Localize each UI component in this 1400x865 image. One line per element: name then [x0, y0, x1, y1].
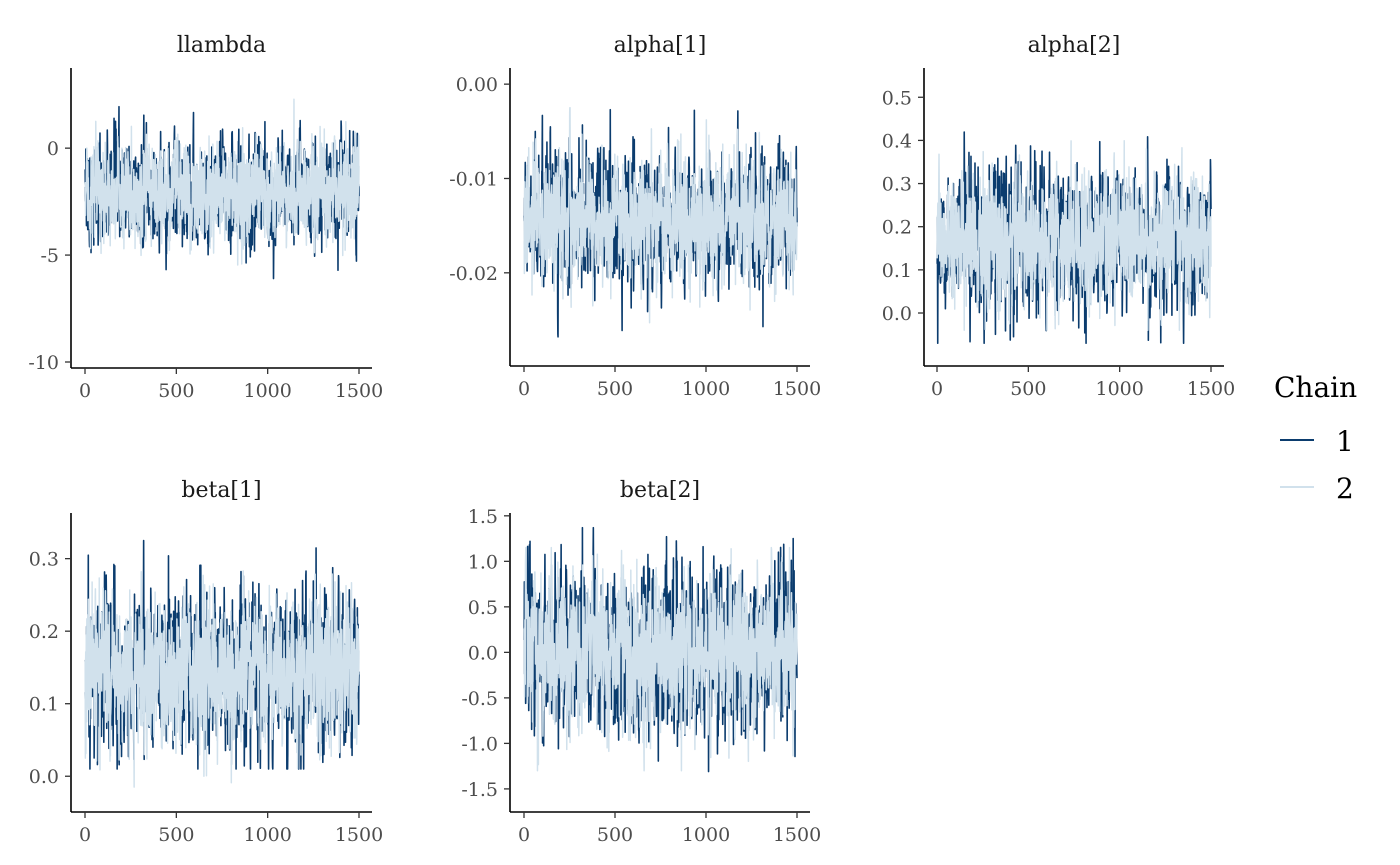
- y-tick-label: -0.01: [449, 168, 498, 190]
- panel-title: beta[2]: [620, 478, 700, 503]
- y-tick-label: 0.4: [882, 130, 912, 152]
- x-tick-label: 0: [518, 378, 530, 400]
- x-tick-label: 1000: [682, 378, 730, 400]
- panel-3: 0 500 1000 1500 0.0 0.1 0.2 0.3 0.4 0.5 alpha[2]: [882, 33, 1235, 400]
- x-tick-label: 0: [518, 824, 530, 846]
- y-tick-label: -0.5: [461, 688, 498, 710]
- legend-label-2: 2: [1336, 472, 1354, 505]
- panel-title: llambda: [177, 33, 266, 58]
- x-tick-label: 0: [79, 824, 91, 846]
- x-tick-label: 1000: [682, 824, 730, 846]
- y-tick-label: 0.1: [882, 260, 912, 282]
- y-tick-label: 0.0: [468, 642, 498, 664]
- y-tick-label: 0: [47, 138, 59, 160]
- x-tick-label: 500: [158, 824, 194, 846]
- y-tick-label: 0.00: [456, 74, 498, 96]
- x-tick-label: 1000: [243, 824, 291, 846]
- y-tick-label: 1.5: [468, 506, 498, 528]
- y-tick-label: 0.1: [29, 694, 59, 716]
- x-tick-label: 1000: [1095, 378, 1143, 400]
- y-tick-label: 0.0: [882, 303, 912, 325]
- legend-title: Chain: [1274, 371, 1357, 404]
- trace-series-chain-2: [84, 98, 360, 266]
- y-tick-label: 1.0: [468, 551, 498, 573]
- panel-5: 0 500 1000 1500 -1.5 -1.0 -0.5 0.0 0.5 1.0 1.5 beta…: [461, 478, 821, 846]
- x-tick-label: 500: [597, 824, 633, 846]
- y-tick-label: 0.2: [882, 217, 912, 239]
- x-tick-label: 1500: [773, 378, 821, 400]
- y-tick-label: -5: [40, 245, 59, 267]
- y-tick-label: 0.2: [29, 621, 59, 643]
- x-tick-label: 1500: [335, 380, 383, 402]
- panel-title: alpha[1]: [614, 33, 707, 58]
- x-tick-label: 500: [158, 380, 194, 402]
- x-tick-label: 500: [597, 378, 633, 400]
- y-tick-label: 0.3: [882, 174, 912, 196]
- trace-panels: 0 500 1000 1500 -10 -5 0 llambda 0 500 1000 1500 -0.…: [28, 33, 1235, 846]
- chain-legend: Chain 1 2: [1274, 371, 1357, 505]
- y-tick-label: 0.3: [29, 549, 59, 571]
- y-tick-label: -10: [28, 352, 59, 374]
- trace-series-chain-2: [84, 570, 360, 788]
- x-tick-label: 1500: [773, 824, 821, 846]
- y-tick-label: -1.5: [461, 779, 498, 801]
- x-tick-label: 500: [1010, 378, 1046, 400]
- y-tick-label: -0.02: [449, 263, 498, 285]
- x-tick-label: 0: [79, 380, 91, 402]
- x-tick-label: 0: [931, 378, 943, 400]
- panel-title: beta[1]: [181, 478, 261, 503]
- panel-1: 0 500 1000 1500 -10 -5 0 llambda: [28, 33, 383, 402]
- x-tick-label: 1500: [335, 824, 383, 846]
- legend-label-1: 1: [1336, 425, 1354, 458]
- x-tick-label: 1000: [243, 380, 291, 402]
- trace-series-chain-2: [523, 546, 798, 772]
- y-tick-label: 0.0: [29, 766, 59, 788]
- y-tick-label: 0.5: [468, 597, 498, 619]
- panel-4: 0 500 1000 1500 0.0 0.1 0.2 0.3 beta[1]: [29, 478, 383, 846]
- x-tick-label: 1500: [1187, 378, 1235, 400]
- panel-2: 0 500 1000 1500 -0.02 -0.01 0.00 alpha[1]: [449, 33, 821, 400]
- panel-title: alpha[2]: [1028, 33, 1121, 58]
- y-tick-label: 0.5: [882, 87, 912, 109]
- y-tick-label: -1.0: [461, 733, 498, 755]
- trace-series-chain-2: [523, 106, 798, 324]
- trace-series-chain-2: [936, 139, 1212, 332]
